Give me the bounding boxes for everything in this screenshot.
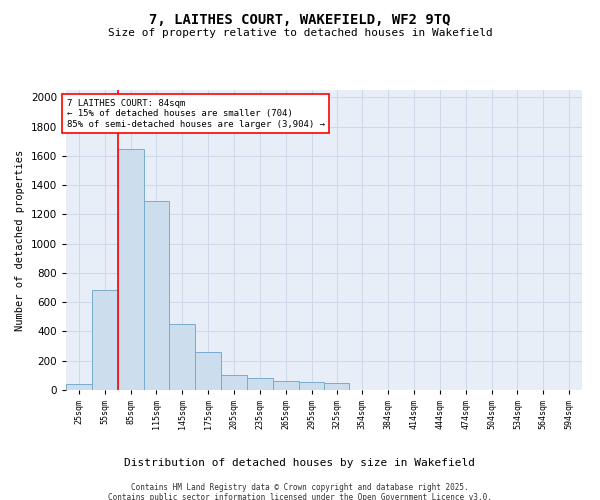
Bar (92, 290, 118, 390)
Bar (299, 382, 325, 390)
Bar (118, 150, 143, 390)
Y-axis label: Number of detached properties: Number of detached properties (15, 150, 25, 330)
Text: 7 LAITHES COURT: 84sqm
← 15% of detached houses are smaller (704)
85% of semi-de: 7 LAITHES COURT: 84sqm ← 15% of detached… (67, 99, 325, 128)
Bar (221, 376, 247, 390)
Text: 7, LAITHES COURT, WAKEFIELD, WF2 9TQ: 7, LAITHES COURT, WAKEFIELD, WF2 9TQ (149, 12, 451, 26)
Text: Size of property relative to detached houses in Wakefield: Size of property relative to detached ho… (107, 28, 493, 38)
Bar (169, 324, 195, 390)
Bar (273, 381, 299, 390)
Text: Distribution of detached houses by size in Wakefield: Distribution of detached houses by size … (125, 458, 476, 468)
Bar (247, 378, 273, 390)
Bar (66, 384, 92, 390)
Bar (195, 352, 221, 390)
Bar (325, 384, 349, 390)
Text: Contains HM Land Registry data © Crown copyright and database right 2025.: Contains HM Land Registry data © Crown c… (131, 482, 469, 492)
Bar (143, 201, 169, 390)
Text: Contains public sector information licensed under the Open Government Licence v3: Contains public sector information licen… (108, 492, 492, 500)
